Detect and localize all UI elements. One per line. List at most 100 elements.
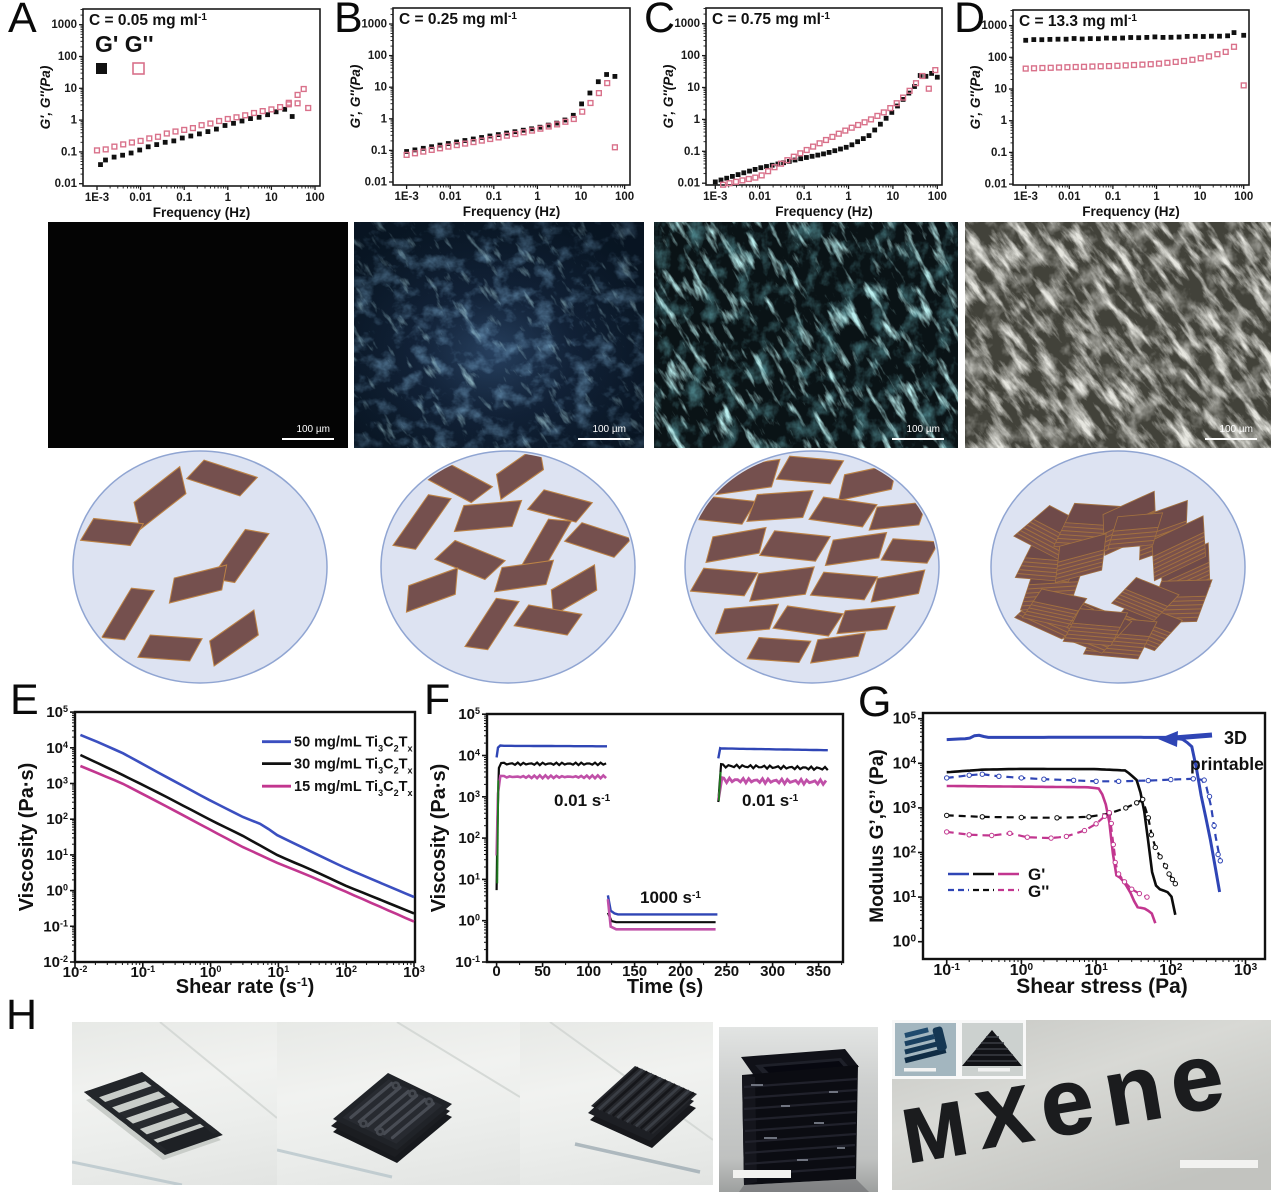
svg-text:100: 100 — [988, 52, 1007, 64]
svg-text:105: 105 — [458, 706, 480, 723]
svg-text:103: 103 — [458, 789, 480, 806]
svg-text:100: 100 — [615, 191, 634, 203]
svg-text:1000: 1000 — [361, 19, 387, 31]
svg-text:Time (s): Time (s) — [627, 976, 703, 998]
svg-text:103: 103 — [46, 776, 68, 793]
svg-text:10: 10 — [1194, 191, 1207, 203]
svg-text:0.01 s-1: 0.01 s-1 — [742, 791, 799, 810]
svg-text:0.1: 0.1 — [371, 145, 388, 157]
svg-text:C = 0.25 mg ml-1: C = 0.25 mg ml-1 — [399, 11, 517, 29]
svg-text:100: 100 — [200, 964, 222, 981]
svg-text:102: 102 — [46, 811, 68, 828]
svg-text:101: 101 — [268, 964, 290, 981]
svg-text:350: 350 — [806, 963, 831, 980]
svg-text:300: 300 — [760, 963, 785, 980]
svg-text:0.1: 0.1 — [61, 146, 78, 158]
svg-text:1: 1 — [71, 115, 78, 127]
svg-text:0.01: 0.01 — [129, 192, 152, 204]
svg-text:1000: 1000 — [981, 20, 1007, 32]
svg-text:Frequency (Hz): Frequency (Hz) — [775, 204, 873, 219]
svg-text:1E-3: 1E-3 — [85, 192, 109, 204]
svg-text:0.01 s-1: 0.01 s-1 — [554, 791, 611, 810]
svg-text:Frequency (Hz): Frequency (Hz) — [1082, 204, 1180, 219]
svg-text:Shear stress (Pa): Shear stress (Pa) — [1016, 975, 1188, 998]
svg-text:104: 104 — [46, 740, 68, 757]
svg-text:1: 1 — [1153, 191, 1160, 203]
svg-text:1: 1 — [1001, 115, 1008, 127]
svg-text:10: 10 — [994, 84, 1007, 96]
svg-text:103: 103 — [403, 964, 425, 981]
svg-text:3D: 3D — [1224, 728, 1247, 748]
svg-text:1E-3: 1E-3 — [703, 191, 727, 203]
svg-text:1E-3: 1E-3 — [1014, 191, 1038, 203]
svg-text:Viscosity (Pa·s): Viscosity (Pa·s) — [428, 764, 450, 913]
svg-text:100: 100 — [305, 192, 324, 204]
svg-text:printable: printable — [1190, 754, 1264, 774]
svg-text:103: 103 — [893, 799, 917, 817]
svg-text:1: 1 — [534, 191, 541, 203]
svg-text:15 mg/mL Ti3C2Tx: 15 mg/mL Ti3C2Tx — [294, 779, 412, 798]
svg-text:100: 100 — [681, 50, 700, 62]
svg-text:102: 102 — [458, 830, 480, 847]
svg-text:G', G''(Pa): G', G''(Pa) — [348, 64, 363, 128]
svg-text:105: 105 — [46, 704, 68, 721]
svg-text:100: 100 — [58, 51, 77, 63]
svg-text:0.01: 0.01 — [678, 178, 701, 190]
svg-text:1E-3: 1E-3 — [394, 191, 418, 203]
svg-text:0.01: 0.01 — [55, 178, 78, 190]
svg-text:100: 100 — [368, 50, 387, 62]
svg-text:M: M — [897, 1085, 973, 1179]
svg-text:0: 0 — [492, 963, 500, 980]
svg-text:0.01: 0.01 — [439, 191, 462, 203]
svg-text:1000: 1000 — [674, 18, 700, 30]
svg-text:1: 1 — [225, 192, 232, 204]
svg-text:102: 102 — [893, 844, 917, 862]
svg-text:0.1: 0.1 — [176, 192, 193, 204]
svg-text:0.01: 0.01 — [1058, 191, 1081, 203]
svg-text:100: 100 — [928, 191, 947, 203]
svg-text:150: 150 — [622, 963, 647, 980]
svg-text:10: 10 — [265, 192, 278, 204]
svg-text:10: 10 — [887, 191, 900, 203]
svg-text:1000 s-1: 1000 s-1 — [640, 888, 701, 907]
svg-text:1: 1 — [845, 191, 852, 203]
svg-text:100: 100 — [458, 913, 480, 930]
svg-text:Frequency (Hz): Frequency (Hz) — [153, 205, 251, 220]
svg-text:250: 250 — [714, 963, 739, 980]
svg-text:30 mg/mL Ti3C2Tx: 30 mg/mL Ti3C2Tx — [294, 757, 412, 776]
svg-text:100: 100 — [1234, 191, 1253, 203]
svg-text:104: 104 — [458, 748, 480, 765]
svg-text:G': G' — [1028, 865, 1045, 884]
svg-text:50: 50 — [534, 963, 551, 980]
svg-text:1: 1 — [694, 114, 701, 126]
svg-text:Shear rate (s-1): Shear rate (s-1) — [176, 975, 315, 998]
svg-text:50 mg/mL Ti3C2Tx: 50 mg/mL Ti3C2Tx — [294, 735, 412, 754]
svg-text:G', G''(Pa): G', G''(Pa) — [968, 65, 983, 129]
svg-text:0.1: 0.1 — [991, 147, 1008, 159]
svg-text:10: 10 — [575, 191, 588, 203]
svg-text:0.01: 0.01 — [365, 177, 388, 189]
svg-text:104: 104 — [893, 755, 917, 773]
svg-text:Viscosity (Pa·s): Viscosity (Pa·s) — [16, 763, 38, 912]
svg-text:100: 100 — [893, 933, 917, 951]
svg-text:10: 10 — [374, 82, 387, 94]
svg-text:0.1: 0.1 — [796, 191, 813, 203]
svg-text:10: 10 — [64, 83, 77, 95]
svg-text:G'': G'' — [1028, 882, 1049, 901]
svg-text:0.01: 0.01 — [985, 179, 1008, 191]
svg-text:100: 100 — [46, 883, 68, 900]
svg-text:10-1: 10-1 — [933, 962, 960, 980]
svg-text:0.1: 0.1 — [1105, 191, 1122, 203]
svg-text:100: 100 — [576, 963, 601, 980]
svg-text:C = 0.05 mg ml-1: C = 0.05 mg ml-1 — [89, 12, 207, 30]
svg-text:10: 10 — [687, 82, 700, 94]
svg-text:102: 102 — [335, 964, 357, 981]
svg-text:G', G''(Pa): G', G''(Pa) — [38, 65, 53, 129]
svg-text:C = 13.3 mg ml-1: C = 13.3 mg ml-1 — [1019, 13, 1137, 31]
svg-text:101: 101 — [893, 889, 917, 907]
svg-text:0.1: 0.1 — [684, 146, 701, 158]
svg-text:103: 103 — [1234, 962, 1258, 980]
svg-text:1: 1 — [381, 113, 388, 125]
svg-text:G' G'': G' G'' — [95, 31, 154, 57]
svg-text:105: 105 — [893, 710, 917, 728]
